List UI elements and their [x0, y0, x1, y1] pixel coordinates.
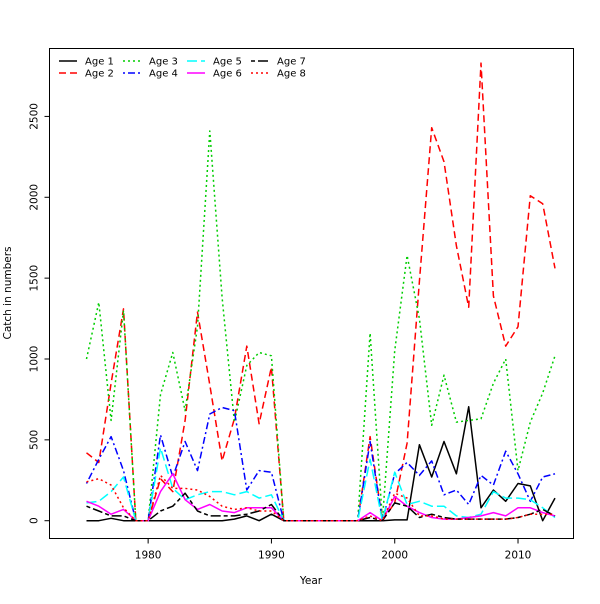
legend-label: Age 8 [277, 69, 306, 80]
legend-label: Age 5 [213, 57, 242, 68]
y-tick-label: 2500 [29, 103, 41, 130]
x-tick-label: 1990 [258, 550, 285, 562]
series-layer [85, 62, 556, 522]
y-axis-label: Catch in numbers [2, 246, 14, 339]
series-line-age-3 [85, 130, 556, 522]
y-axis: 0 500 1000 1500 2000 2500 [29, 103, 50, 524]
x-tick-label: 2010 [505, 550, 532, 562]
x-tick-label: 1980 [135, 550, 162, 562]
legend-label: Age 6 [213, 69, 242, 80]
y-tick-label: 2000 [29, 184, 41, 211]
x-tick-label: 2000 [381, 550, 408, 562]
legend-label: Age 1 [85, 57, 114, 68]
y-tick-label: 1500 [29, 265, 41, 292]
x-axis-label: Year [299, 575, 323, 587]
plot-box [49, 48, 574, 539]
x-axis: 1980 1990 2000 2010 [135, 538, 532, 562]
y-tick-label: 1000 [29, 346, 41, 373]
legend-label: Age 4 [149, 69, 178, 80]
y-tick-label: 0 [29, 517, 41, 524]
legend-label: Age 3 [149, 57, 178, 68]
series-line-age-8 [86, 474, 555, 522]
legend-label: Age 2 [85, 69, 114, 80]
legend-label: Age 7 [277, 57, 306, 68]
y-tick-label: 500 [29, 430, 41, 450]
series-line-age-7 [86, 492, 556, 522]
series-line-age-2 [86, 62, 556, 522]
